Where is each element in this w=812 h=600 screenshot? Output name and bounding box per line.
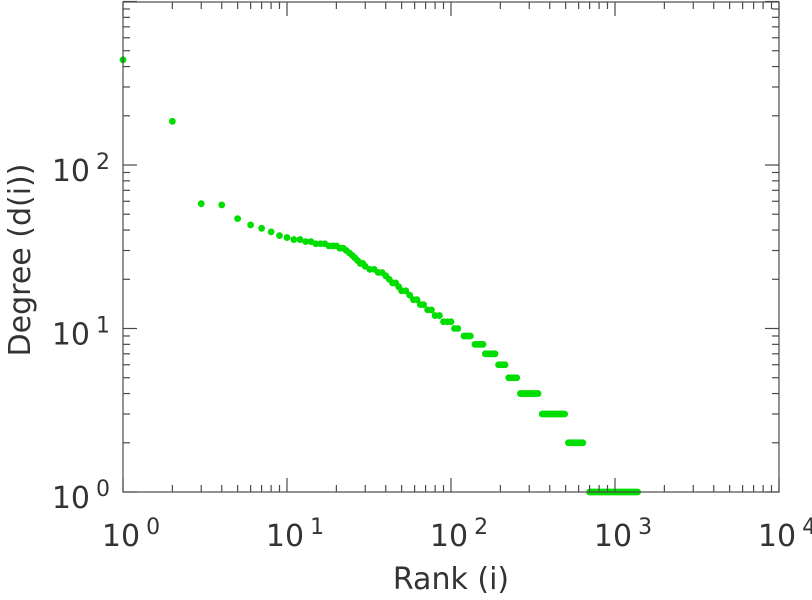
data-point bbox=[197, 200, 205, 208]
data-point bbox=[258, 224, 265, 232]
y-axis-title: Degree (d(i)) bbox=[3, 164, 38, 357]
data-point bbox=[402, 287, 410, 295]
y-tick-label-exponent: 1 bbox=[96, 314, 110, 339]
x-tick-label: 10 2 bbox=[430, 515, 488, 554]
y-tick-label-exponent: 2 bbox=[96, 150, 110, 175]
x-tick-label-exponent: 1 bbox=[310, 515, 324, 540]
data-point bbox=[413, 296, 421, 304]
x-tick-label: 10 3 bbox=[594, 515, 652, 554]
y-tick-label: 10 0 bbox=[52, 477, 110, 516]
x-tick-label: 10 1 bbox=[266, 515, 324, 554]
x-tick-label: 10 4 bbox=[758, 515, 812, 554]
x-tick-label-base: 10 bbox=[102, 519, 140, 554]
y-tick-label: 10 1 bbox=[52, 314, 110, 353]
data-point bbox=[428, 306, 435, 314]
data-point bbox=[561, 410, 569, 418]
data-point bbox=[247, 221, 255, 229]
data-point bbox=[579, 439, 587, 447]
data-point bbox=[168, 117, 176, 125]
data-point bbox=[234, 215, 242, 223]
data-point bbox=[218, 201, 226, 209]
plot-frame bbox=[122, 1, 780, 493]
data-point bbox=[276, 232, 283, 240]
y-tick-label-base: 10 bbox=[52, 318, 90, 353]
x-tick-labels: 10 0 10 1 10 2 10 3 10 4 bbox=[102, 515, 812, 554]
y-tick-label-base: 10 bbox=[52, 481, 90, 516]
x-axis-title: Rank (i) bbox=[393, 562, 509, 597]
y-tick-label-base: 10 bbox=[52, 154, 90, 189]
data-point bbox=[501, 361, 509, 369]
data-point bbox=[267, 228, 275, 236]
x-tick-label-exponent: 3 bbox=[638, 515, 652, 540]
x-tick-label-base: 10 bbox=[430, 519, 468, 554]
minor-ticks bbox=[123, 2, 779, 492]
x-tick-label-exponent: 0 bbox=[146, 515, 160, 540]
data-point bbox=[283, 234, 291, 241]
data-point bbox=[296, 236, 304, 243]
data-point bbox=[491, 350, 499, 358]
scatter-points bbox=[119, 56, 641, 496]
x-tick-label-base: 10 bbox=[266, 519, 304, 554]
data-point bbox=[479, 340, 487, 348]
x-tick-label: 10 0 bbox=[102, 515, 160, 554]
data-point bbox=[534, 390, 542, 397]
x-tick-label-base: 10 bbox=[594, 519, 632, 554]
data-point bbox=[302, 238, 310, 246]
data-point bbox=[447, 318, 455, 326]
data-point bbox=[290, 236, 298, 243]
data-point bbox=[436, 312, 443, 319]
y-tick-label-exponent: 0 bbox=[96, 477, 110, 502]
x-tick-label-exponent: 2 bbox=[474, 515, 488, 540]
data-point bbox=[420, 301, 427, 309]
data-point bbox=[406, 291, 414, 299]
data-point bbox=[454, 325, 462, 332]
major-ticks bbox=[122, 0, 780, 493]
data-point bbox=[466, 332, 474, 340]
y-tick-label: 10 2 bbox=[52, 150, 110, 189]
data-point bbox=[513, 374, 521, 382]
x-tick-label-exponent: 4 bbox=[802, 515, 812, 540]
x-tick-label-base: 10 bbox=[758, 519, 796, 554]
